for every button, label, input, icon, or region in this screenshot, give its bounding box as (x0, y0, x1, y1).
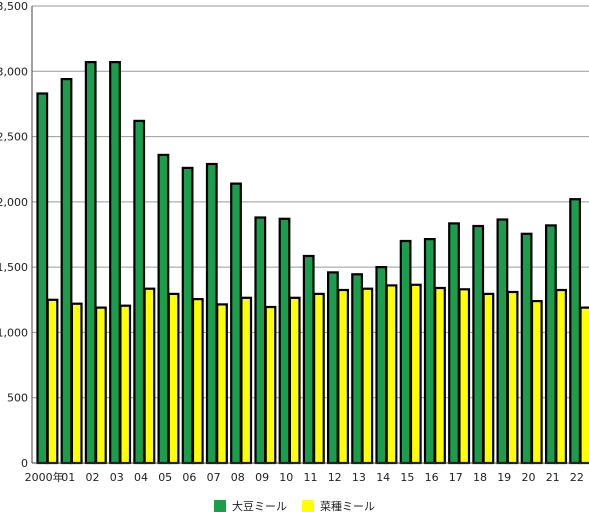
bar-rapeseed-meal (482, 292, 495, 465)
bar-rapeseed-meal (119, 304, 132, 465)
y-tick-label: 1,500 (0, 261, 28, 274)
legend-swatch-rapeseed-meal (302, 500, 314, 512)
x-tick-label: 21 (546, 471, 560, 484)
bar-rapeseed-meal (288, 296, 301, 465)
bar-soybean-meal (472, 224, 485, 465)
x-tick-label: 02 (86, 471, 100, 484)
x-tick-label: 10 (279, 471, 293, 484)
bar-soybean-meal (496, 218, 509, 465)
bar-rapeseed-meal (167, 292, 180, 465)
bar-soybean-meal (36, 92, 49, 465)
bar-rapeseed-meal (555, 288, 567, 465)
bar-rapeseed-meal (458, 288, 471, 465)
bar-soybean-meal (109, 60, 121, 465)
bar-soybean-meal (157, 153, 170, 465)
bar-soybean-meal (375, 266, 388, 465)
x-tick-label: 2000年 (25, 470, 64, 484)
bar-rapeseed-meal (579, 306, 589, 465)
bar-rapeseed-meal (216, 303, 228, 465)
y-tick-label: 1,000 (0, 326, 28, 339)
y-tick-label: 2,500 (0, 131, 28, 144)
y-tick-label: 3,500 (0, 0, 28, 13)
bar-soybean-meal (181, 166, 194, 465)
bar-rapeseed-meal (264, 305, 277, 465)
x-tick-label: 11 (304, 471, 318, 484)
bar-soybean-meal (423, 238, 436, 465)
bar-rapeseed-meal (361, 287, 374, 465)
legend-swatch-soybean-meal (214, 500, 226, 512)
x-tick-label: 15 (400, 471, 414, 484)
bar-rapeseed-meal (337, 288, 349, 465)
legend-label-soybean-meal: 大豆ミール (232, 499, 287, 512)
bar-soybean-meal (327, 271, 339, 465)
bar-soybean-meal (133, 119, 146, 465)
bar-soybean-meal (254, 216, 267, 465)
legend: 大豆ミール 菜種ミール (214, 499, 375, 512)
bar-rapeseed-meal (506, 290, 519, 465)
bar-rapeseed-meal (70, 302, 83, 465)
bar-soybean-meal (230, 182, 242, 465)
bar-soybean-meal (544, 224, 557, 465)
x-tick-label: 03 (110, 471, 124, 484)
y-tick-label: 3,000 (0, 65, 28, 78)
x-tick-label: 07 (207, 471, 221, 484)
bar-soybean-meal (448, 222, 460, 465)
bar-soybean-meal (351, 273, 363, 465)
bar-rapeseed-meal (313, 292, 325, 465)
legend-label-rapeseed-meal: 菜種ミール (320, 499, 375, 512)
bar-rapeseed-meal (240, 296, 253, 465)
bar-soybean-meal (278, 217, 291, 465)
x-tick-label: 06 (182, 471, 196, 484)
x-tick-label: 16 (425, 471, 439, 484)
bar-soybean-meal (60, 77, 73, 465)
bar-rapeseed-meal (94, 306, 107, 465)
bar-soybean-meal (205, 162, 218, 465)
x-tick-label: 12 (328, 471, 342, 484)
bar-soybean-meal (520, 232, 533, 465)
x-tick-label: 05 (158, 471, 172, 484)
bar-soybean-meal (302, 254, 315, 465)
x-tick-label: 01 (61, 471, 75, 484)
bar-rapeseed-meal (143, 287, 156, 465)
bar-rapeseed-meal (191, 298, 204, 465)
x-tick-label: 20 (522, 471, 536, 484)
y-tick-label: 0 (21, 457, 28, 470)
x-tick-label: 17 (449, 471, 463, 484)
x-tick-label: 14 (376, 471, 390, 484)
bar-rapeseed-meal (434, 286, 446, 465)
y-axis-ticks: 0 500 1,000 1,500 2,000 2,500 3,000 3,500 (0, 0, 28, 470)
x-tick-label: 19 (497, 471, 511, 484)
y-tick-label: 2,000 (0, 196, 28, 209)
x-tick-label: 08 (231, 471, 245, 484)
y-tick-label: 500 (7, 392, 28, 405)
x-tick-label: 18 (473, 471, 487, 484)
bar-rapeseed-meal (409, 283, 422, 465)
bar-rapeseed-meal (385, 284, 398, 465)
x-tick-label: 04 (134, 471, 148, 484)
x-tick-label: 09 (255, 471, 269, 484)
bars (36, 60, 589, 465)
bar-soybean-meal (569, 198, 581, 465)
bar-soybean-meal (84, 60, 97, 465)
bar-rapeseed-meal (530, 300, 543, 465)
x-tick-label: 22 (570, 471, 584, 484)
bar-rapeseed-meal (46, 298, 59, 465)
x-tick-label: 13 (352, 471, 366, 484)
bar-soybean-meal (399, 239, 412, 465)
